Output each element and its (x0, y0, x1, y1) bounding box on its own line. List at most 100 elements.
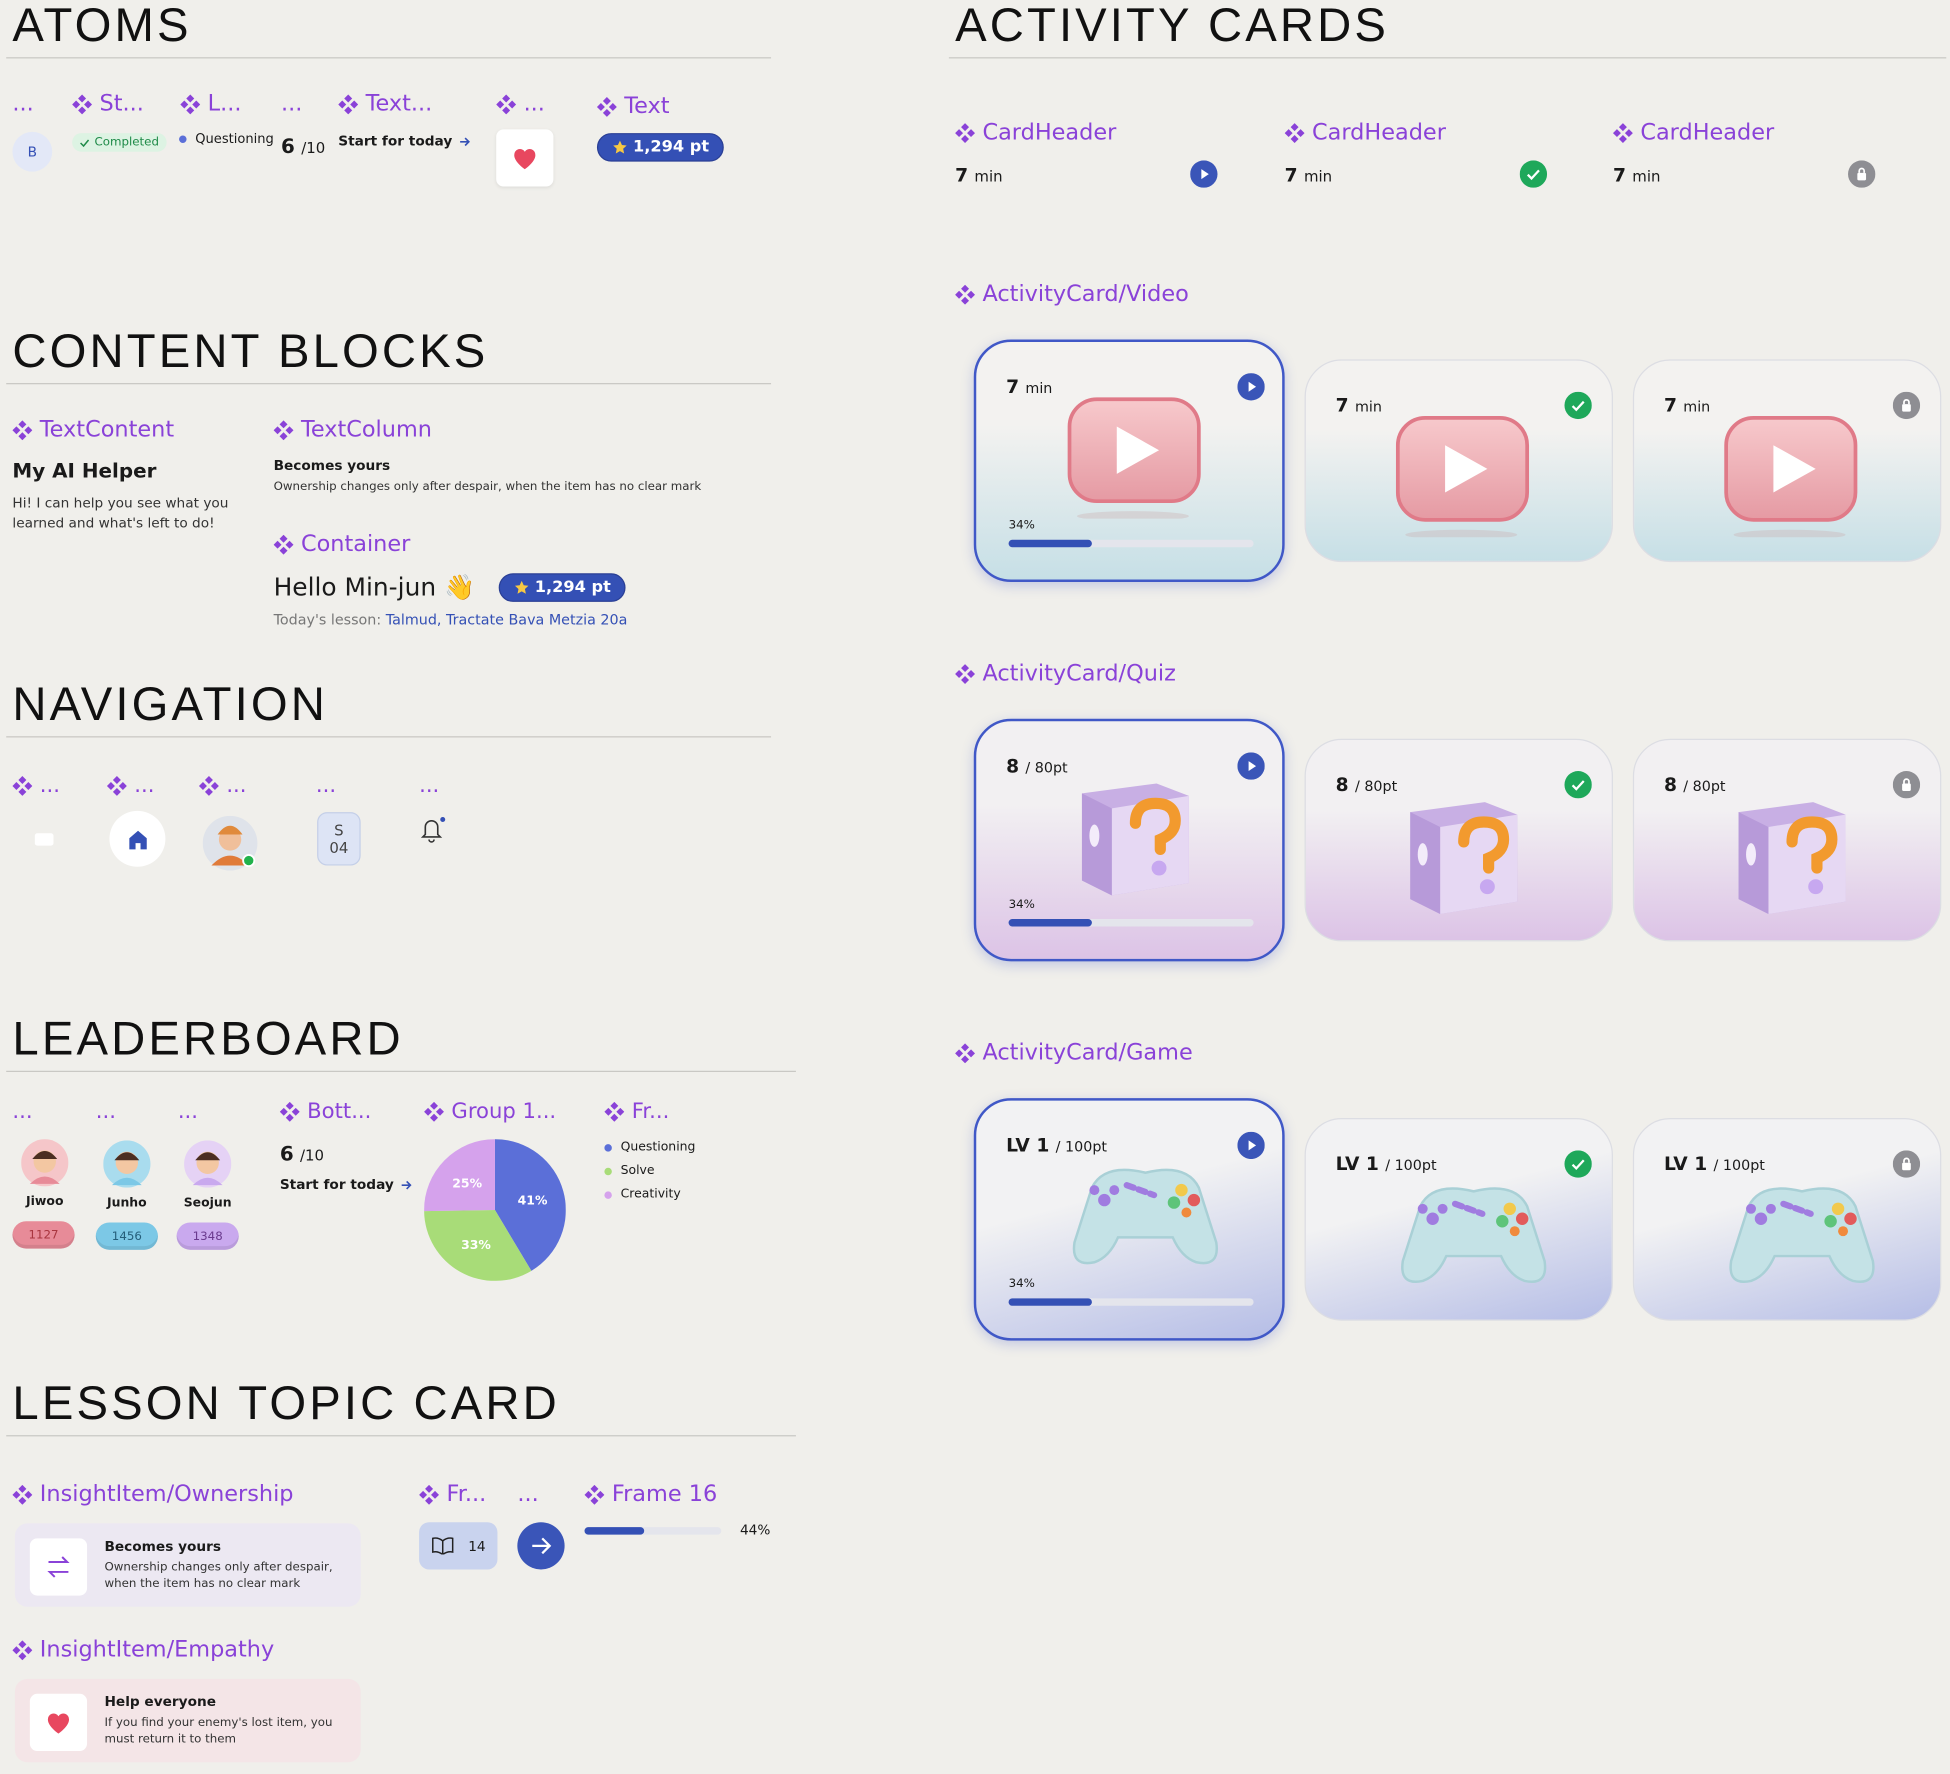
graphic (401, 1180, 412, 1189)
graphic (1410, 802, 1518, 915)
graphic (590, 1496, 599, 1505)
graphic (955, 1042, 975, 1063)
duration-unit: min (1303, 167, 1333, 186)
graphic (24, 425, 33, 434)
graphic (1098, 1193, 1111, 1207)
graphic (1624, 128, 1633, 137)
graphic (955, 290, 964, 299)
graphic (12, 419, 33, 440)
component-label: L... (180, 91, 242, 117)
graphic (604, 1101, 625, 1122)
start-link: Start for today (338, 133, 471, 149)
graphic (1237, 752, 1265, 780)
graphic (955, 128, 964, 137)
component-label-text: Fr... (631, 1099, 670, 1125)
component-label: CardHeader (1284, 119, 1446, 146)
card-value-main: 7 (1006, 375, 1020, 398)
pie-svg: 41% 33% 25% (424, 1139, 566, 1281)
lesson-prefix: Today's lesson: (273, 610, 382, 629)
graphic (242, 854, 256, 868)
graphic (613, 140, 627, 154)
graphic (18, 431, 27, 440)
graphic (1123, 1182, 1158, 1199)
graphic (12, 776, 33, 796)
component-label: ... (281, 91, 302, 117)
body-text: Hi! I can help you see what you learned … (12, 494, 229, 532)
card-art (1395, 792, 1552, 916)
card-art (1395, 1171, 1552, 1295)
component-label: TextContent (12, 417, 174, 443)
duration-value: 7 (955, 164, 969, 187)
graphic (584, 1484, 605, 1505)
component-label-text: InsightItem/Empathy (39, 1636, 275, 1663)
insight-icon (29, 1538, 88, 1596)
score-value: 6 (279, 1141, 294, 1166)
component-label-text: TextColumn (300, 416, 432, 443)
legend-dot (604, 1167, 612, 1175)
graphic (1526, 169, 1540, 181)
graphic (1831, 1202, 1845, 1216)
status-icon (1190, 160, 1218, 188)
graphic (1284, 122, 1305, 143)
nav-tab (34, 833, 54, 846)
graphic (955, 122, 975, 143)
player-name: Jiwoo (26, 1195, 64, 1209)
player-avatar (21, 1139, 69, 1187)
pie-slice (424, 1139, 495, 1212)
graphic (106, 781, 115, 790)
card-value: 7 min (1336, 393, 1382, 416)
card-art (1395, 413, 1552, 538)
graphic (1290, 122, 1299, 131)
graphic (955, 284, 975, 305)
graphic (1903, 778, 1910, 784)
graphic (279, 1107, 288, 1116)
graphic (1089, 1185, 1100, 1196)
score-value: 6 (281, 134, 295, 158)
graphic (285, 540, 294, 549)
component-label: ... (517, 1481, 538, 1507)
status-icon (1564, 771, 1592, 799)
graphic (344, 93, 353, 102)
graphic (436, 1107, 444, 1116)
graphic (210, 781, 219, 790)
status-icon (1564, 1150, 1592, 1178)
component-label-text: ... (523, 90, 545, 117)
graphic (72, 99, 81, 108)
graphic (961, 122, 970, 131)
home-button (109, 810, 166, 867)
graphic (1284, 122, 1305, 143)
graphic (12, 1639, 33, 1660)
graphic (18, 787, 27, 796)
graphic (24, 1645, 33, 1654)
graphic (602, 108, 611, 117)
graphic (1746, 1203, 1756, 1214)
graphic (608, 102, 617, 111)
score-pill: 1456 (95, 1222, 158, 1250)
graphic (955, 1042, 975, 1063)
graphic (111, 1177, 142, 1186)
graphic (961, 663, 970, 672)
graphic (1401, 1187, 1547, 1283)
card-value: LV 1 / 100pt (1336, 1152, 1437, 1175)
card-value-unit: / 100pt (1385, 1156, 1437, 1174)
graphic (273, 534, 294, 555)
graphic (425, 1496, 434, 1505)
graphic (955, 284, 975, 305)
graphic (112, 776, 121, 784)
section-title: LEADERBOARD (12, 1013, 404, 1066)
lesson-line: Today's lesson: Talmud, Tractate Bava Me… (274, 611, 628, 628)
graphic (440, 817, 446, 823)
graphic (1076, 511, 1189, 519)
graphic (118, 781, 127, 790)
graphic (279, 546, 288, 555)
graphic (12, 1484, 33, 1505)
graphic (198, 781, 207, 790)
graphic (596, 102, 605, 111)
graphic (47, 1713, 70, 1734)
component-label: Text (596, 93, 670, 119)
graphic (1903, 1157, 1910, 1163)
card-art (1724, 413, 1881, 538)
duration: 7 min (955, 163, 1002, 187)
